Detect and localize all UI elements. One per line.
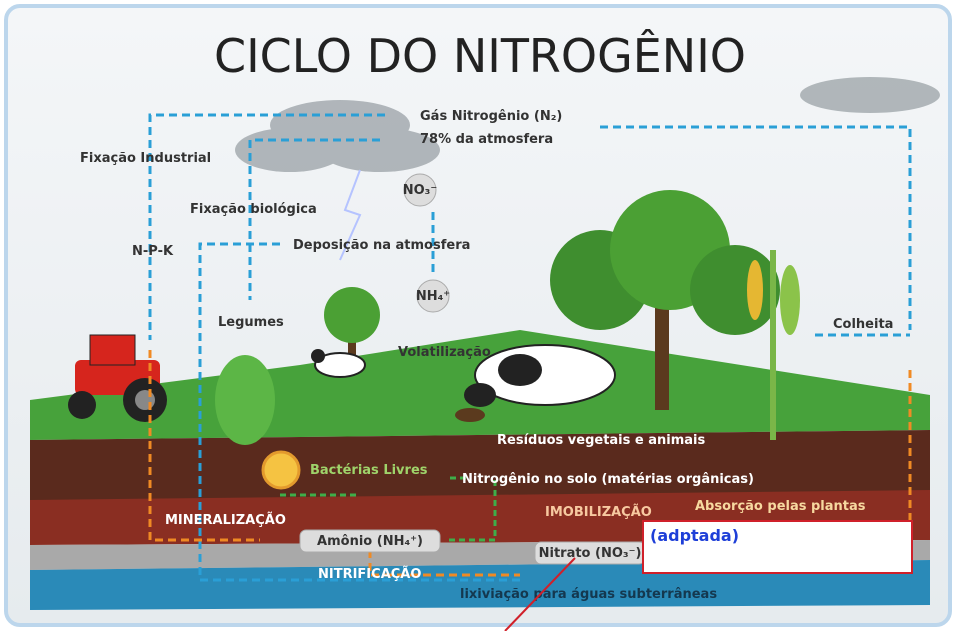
label: Colheita bbox=[833, 317, 893, 332]
label: NITRIFICAÇÃO bbox=[318, 566, 421, 582]
label: IMOBILIZAÇÃO bbox=[545, 504, 652, 520]
annotation-pointer bbox=[504, 557, 576, 631]
flow-lines bbox=[148, 113, 912, 582]
label: MINERALIZAÇÃO bbox=[165, 512, 286, 528]
label: Deposição na atmosfera bbox=[293, 238, 470, 253]
label: Legumes bbox=[218, 315, 284, 330]
label: Gás Nitrogênio (N₂) bbox=[420, 109, 562, 124]
label: Absorção pelas plantas bbox=[695, 499, 866, 514]
animals bbox=[311, 344, 616, 422]
no3-bubble bbox=[403, 173, 437, 207]
soil-top bbox=[30, 430, 930, 500]
label: NH₄⁺ bbox=[416, 289, 450, 304]
title: CICLO DO NITROGÊNIO bbox=[214, 29, 746, 83]
trees bbox=[215, 190, 800, 445]
label: Fixação biológica bbox=[190, 202, 317, 217]
label: Fixação Industrial bbox=[80, 151, 211, 166]
label: Nitrato (NO₃⁻) bbox=[539, 546, 642, 561]
annotation: (adptada) bbox=[650, 526, 739, 545]
bacteria-icon bbox=[261, 450, 301, 490]
label: Resíduos vegetais e animais bbox=[497, 433, 705, 448]
nh4-bubble bbox=[416, 279, 450, 313]
label: 78% da atmosfera bbox=[420, 132, 553, 147]
label: NO₃⁻ bbox=[403, 183, 438, 198]
label: Bactérias Livres bbox=[310, 463, 428, 478]
tractor bbox=[68, 334, 167, 422]
ammonium-box bbox=[299, 529, 441, 553]
label: N-P-K bbox=[132, 244, 174, 259]
label: lixiviação para águas subterrâneas bbox=[460, 587, 717, 602]
label: Amônio (NH₄⁺) bbox=[317, 534, 423, 549]
label: Nitrogênio no solo (matérias orgânicas) bbox=[462, 472, 754, 487]
annotation-box bbox=[642, 520, 913, 574]
label: Volatilização bbox=[398, 345, 491, 360]
